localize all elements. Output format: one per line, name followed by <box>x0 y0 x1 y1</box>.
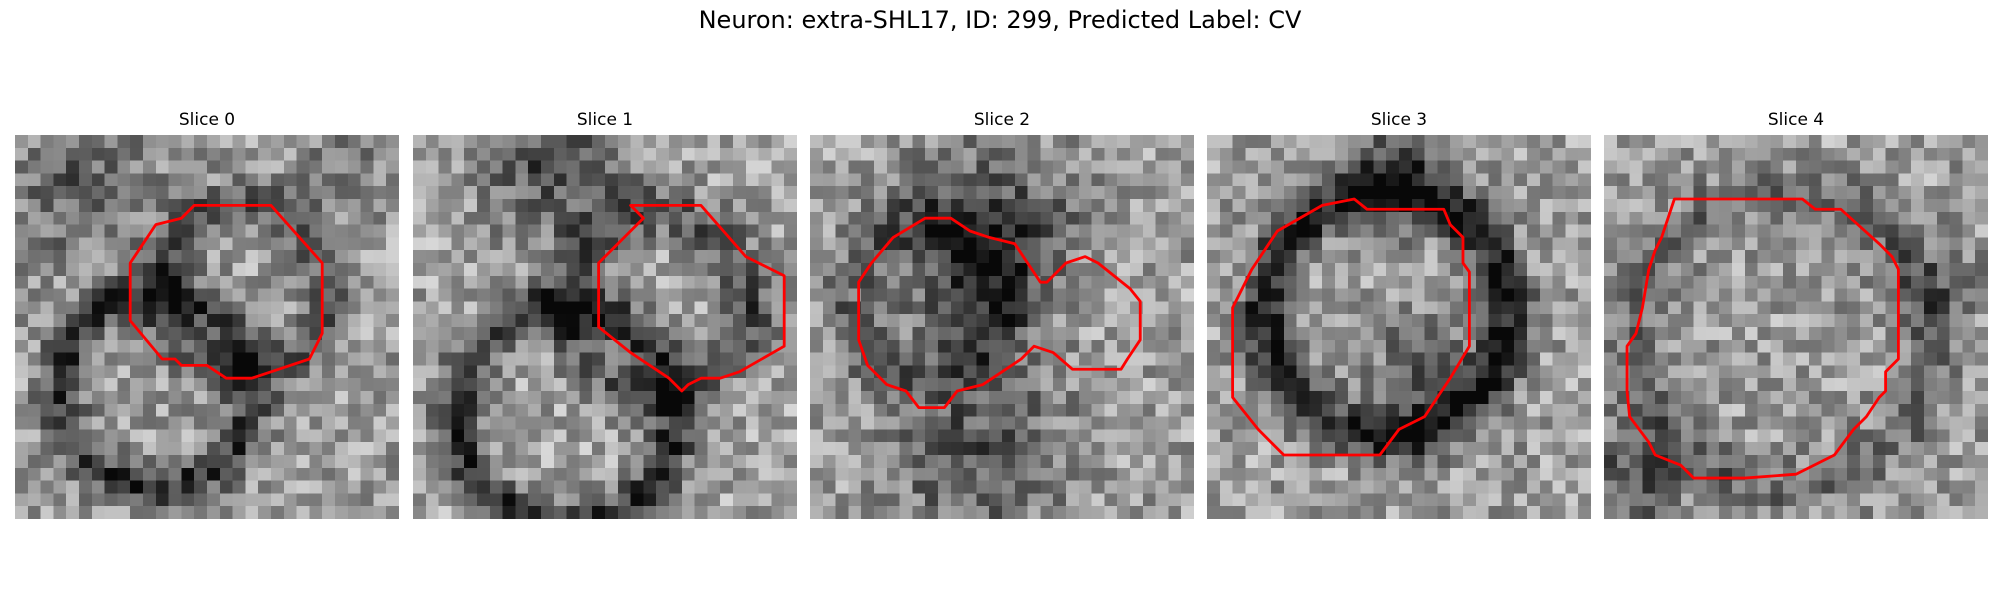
slice-title: Slice 4 <box>1767 110 1825 130</box>
slice-panel-2: Slice 2 <box>810 109 1194 519</box>
slice-image <box>413 135 797 519</box>
slice-image <box>1207 135 1591 519</box>
slice-title: Slice 2 <box>973 110 1031 130</box>
em-pixel-grid <box>810 135 1194 519</box>
slice-panel-0: Slice 0 <box>15 109 399 519</box>
slice-title: Slice 1 <box>576 110 634 130</box>
slice-title: Slice 0 <box>178 110 236 130</box>
em-pixel-grid <box>1207 135 1591 519</box>
em-pixel-grid <box>15 135 399 519</box>
em-pixel-grid <box>413 135 797 519</box>
slice-panel-1: Slice 1 <box>413 109 797 519</box>
segmentation-outline <box>1625 197 1900 480</box>
segmentation-outline <box>128 203 324 380</box>
figure-title: Neuron: extra-SHL17, ID: 299, Predicted … <box>698 6 1302 34</box>
slice-image <box>15 135 399 519</box>
em-pixel-grid <box>1604 135 1988 519</box>
slice-image <box>810 135 1194 519</box>
slice-panel-3: Slice 3 <box>1207 109 1591 519</box>
slice-title: Slice 3 <box>1370 110 1428 130</box>
slice-panel-4: Slice 4 <box>1604 109 1988 519</box>
segmentation-outline <box>1231 197 1471 457</box>
segmentation-outline <box>857 216 1142 410</box>
slice-image <box>1604 135 1988 519</box>
segmentation-outline <box>597 203 786 393</box>
